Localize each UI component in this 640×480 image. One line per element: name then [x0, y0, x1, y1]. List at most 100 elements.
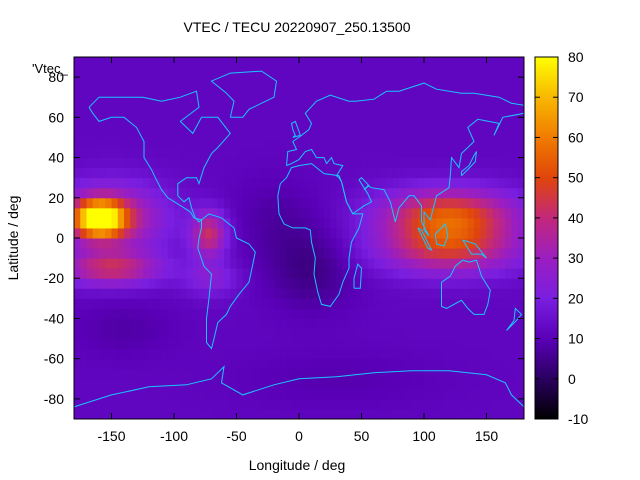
heatmap-cell [455, 308, 462, 319]
heatmap-cell [411, 117, 419, 128]
heatmap-cell [330, 348, 337, 360]
heatmap-cell [249, 378, 256, 390]
heatmap-cell [286, 368, 294, 380]
heatmap-cell [330, 147, 337, 159]
heatmap-cell [455, 248, 462, 259]
heatmap-cell [80, 117, 87, 128]
heatmap-cell [161, 97, 169, 108]
colorbar-tick-label: 50 [568, 170, 584, 186]
heatmap-cell [505, 268, 512, 279]
heatmap-cell [99, 97, 106, 108]
heatmap-cell [86, 318, 94, 329]
heatmap-cell [242, 348, 250, 360]
heatmap-cell [86, 137, 94, 148]
heatmap-cell [486, 187, 494, 199]
heatmap-cell [117, 67, 125, 78]
heatmap-cell [424, 67, 431, 78]
heatmap-cell [336, 197, 344, 209]
heatmap-cell [499, 87, 506, 98]
heatmap-cell [392, 388, 400, 400]
heatmap-cell [111, 157, 119, 169]
heatmap-cell [199, 147, 206, 159]
heatmap-cell [442, 217, 450, 229]
heatmap-cell [467, 127, 475, 138]
heatmap-cell [267, 358, 275, 370]
heatmap-cell [242, 187, 250, 199]
heatmap-cell [230, 288, 237, 299]
heatmap-cell [480, 348, 487, 360]
heatmap-cell [311, 127, 319, 138]
heatmap-cell [436, 408, 444, 420]
heatmap-cell [149, 238, 156, 249]
heatmap-cell [136, 288, 144, 299]
heatmap-cell [280, 207, 287, 219]
heatmap-cell [324, 107, 331, 118]
heatmap-cell [367, 117, 375, 128]
heatmap-cell [249, 167, 256, 179]
heatmap-cell [261, 408, 269, 420]
heatmap-cell [255, 238, 262, 249]
heatmap-cell [480, 147, 487, 159]
heatmap-cell [442, 157, 450, 169]
heatmap-cell [92, 137, 100, 148]
heatmap-cell [105, 227, 112, 239]
heatmap-cell [517, 338, 525, 350]
heatmap-cell [130, 107, 137, 118]
heatmap-cell [180, 328, 187, 340]
heatmap-cell [80, 238, 87, 249]
heatmap-cell [399, 167, 406, 179]
heatmap-cell [361, 358, 369, 370]
heatmap-cell [180, 308, 187, 319]
heatmap-cell [280, 318, 287, 329]
heatmap-cell [517, 217, 525, 229]
heatmap-cell [174, 248, 181, 259]
heatmap-cell [292, 167, 300, 179]
heatmap-cell [186, 137, 194, 148]
heatmap-cell [261, 348, 269, 360]
heatmap-cell [486, 207, 494, 219]
heatmap-cell [111, 197, 119, 209]
heatmap-cell [461, 217, 469, 229]
heatmap-cell [417, 187, 425, 199]
heatmap-cell [292, 97, 300, 108]
heatmap-cell [386, 197, 394, 209]
heatmap-cell [361, 147, 369, 159]
heatmap-cell [211, 408, 219, 420]
heatmap-cell [467, 77, 475, 88]
heatmap-cell [180, 278, 187, 289]
heatmap-cell [92, 97, 100, 108]
heatmap-cell [117, 87, 125, 98]
heatmap-cell [249, 107, 256, 118]
heatmap-cell [411, 97, 419, 108]
heatmap-cell [424, 207, 431, 219]
heatmap-cell [505, 197, 512, 209]
heatmap-cell [267, 227, 275, 239]
heatmap-cell [255, 278, 262, 289]
heatmap-cell [361, 67, 369, 78]
heatmap-cell [505, 227, 512, 239]
heatmap-cell [405, 408, 412, 420]
heatmap-cell [92, 147, 100, 159]
heatmap-cell [324, 197, 331, 209]
heatmap-cell [211, 97, 219, 108]
heatmap-cell [149, 248, 156, 259]
heatmap-cell [92, 57, 100, 68]
heatmap-cell [317, 167, 325, 179]
heatmap-cell [424, 117, 431, 128]
heatmap-cell [330, 137, 337, 148]
heatmap-cell [511, 338, 519, 350]
heatmap-cell [436, 258, 444, 269]
heatmap-cell [149, 388, 156, 400]
heatmap-cell [217, 408, 225, 420]
heatmap-cell [461, 258, 469, 269]
heatmap-cell [180, 378, 187, 390]
heatmap-cell [311, 348, 319, 360]
heatmap-cell [349, 197, 356, 209]
heatmap-cell [230, 207, 237, 219]
heatmap-cell [517, 378, 525, 390]
heatmap-cell [330, 187, 337, 199]
heatmap-cell [217, 57, 225, 68]
heatmap-cell [380, 248, 387, 259]
heatmap-cell [474, 227, 481, 239]
heatmap-cell [305, 187, 312, 199]
